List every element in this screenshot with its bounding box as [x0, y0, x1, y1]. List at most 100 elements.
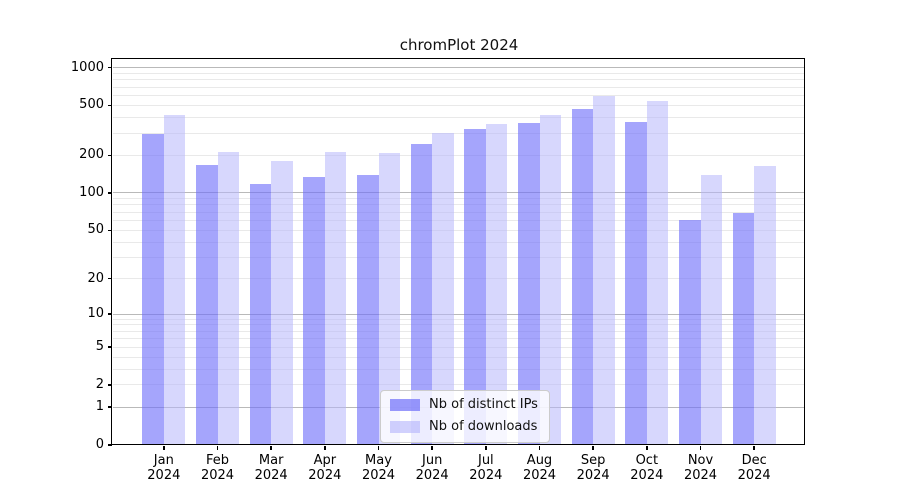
x-tick-label-aug: Aug 2024 — [522, 453, 557, 483]
y-tick-mark — [108, 192, 112, 194]
y-tick-mark — [108, 229, 112, 231]
gridline-500 — [113, 104, 805, 106]
x-tick-mark — [646, 446, 648, 450]
bar-distinct-ips-mar — [249, 184, 272, 445]
x-tick-label-may: May 2024 — [361, 453, 396, 483]
gridline-900 — [113, 72, 805, 74]
x-tick-mark — [431, 446, 433, 450]
bar-distinct-ips-feb — [196, 164, 218, 445]
bar-downloads-aug — [539, 114, 561, 445]
x-tick-mark — [216, 446, 219, 450]
legend: Nb of distinct IPs Nb of downloads — [380, 390, 550, 443]
y-tick-label-1000: 1000 — [70, 59, 104, 75]
gridline-100 — [113, 192, 805, 194]
x-tick-label-apr: Apr 2024 — [308, 453, 342, 483]
x-tick-mark — [592, 446, 594, 450]
x-tick-mark — [485, 446, 487, 450]
legend-item-distinct-ips: Nb of distinct IPs — [390, 397, 538, 413]
bar-downloads-jun — [432, 133, 454, 445]
gridline-800 — [113, 79, 805, 81]
y-tick-mark — [108, 313, 112, 315]
y-tick-label-2: 2 — [95, 376, 104, 392]
legend-swatch-downloads — [390, 421, 420, 433]
bar-downloads-dec — [754, 165, 776, 445]
gridline-600 — [113, 94, 805, 96]
gridline-50 — [113, 229, 805, 231]
gridline-5 — [113, 346, 805, 348]
bar-distinct-ips-apr — [303, 176, 325, 445]
y-tick-mark — [108, 66, 112, 69]
legend-swatch-distinct-ips — [390, 399, 420, 411]
gridline-300 — [113, 132, 805, 134]
legend-label-downloads: Nb of downloads — [429, 419, 538, 434]
gridline-8 — [113, 324, 805, 326]
bar-distinct-ips-nov — [679, 220, 701, 445]
gridline-20 — [113, 278, 805, 280]
y-tick-mark — [108, 346, 112, 348]
gridline-1000 — [113, 67, 805, 69]
gridline-10 — [113, 313, 805, 315]
x-tick-mark — [753, 446, 755, 450]
y-tick-label-20: 20 — [87, 270, 104, 286]
bar-downloads-mar — [271, 161, 293, 445]
bar-downloads-apr — [324, 152, 347, 445]
plot-area: Nb of distinct IPs Nb of downloads — [113, 60, 805, 445]
gridline-80 — [113, 204, 805, 206]
bar-downloads-jan — [163, 114, 186, 445]
bar-distinct-ips-dec — [732, 212, 755, 445]
gridline-3 — [113, 368, 805, 370]
x-tick-label-oct: Oct 2024 — [630, 453, 664, 483]
x-tick-label-sep: Sep 2024 — [576, 453, 610, 483]
bar-downloads-may — [378, 152, 400, 445]
y-tick-label-10: 10 — [87, 306, 104, 322]
gridline-40 — [113, 241, 805, 243]
gridline-2 — [113, 384, 805, 386]
y-tick-mark — [108, 384, 112, 386]
legend-label-distinct-ips: Nb of distinct IPs — [429, 397, 538, 412]
y-tick-mark — [108, 104, 112, 107]
gridline-30 — [113, 256, 805, 258]
gridline-400 — [113, 117, 805, 119]
gridline-9 — [113, 318, 805, 320]
y-tick-label-0: 0 — [95, 437, 104, 452]
y-tick-mark — [108, 154, 112, 156]
gridline-200 — [113, 154, 805, 156]
x-tick-mark — [163, 446, 165, 450]
gridline-6 — [113, 338, 805, 340]
bar-downloads-nov — [700, 175, 722, 445]
x-tick-label-mar: Mar 2024 — [254, 453, 288, 483]
y-tick-label-100: 100 — [79, 184, 104, 200]
gridline-7 — [113, 330, 805, 332]
y-tick-mark — [108, 278, 112, 280]
x-tick-label-jul: Jul 2024 — [469, 453, 503, 483]
bar-distinct-ips-oct — [625, 121, 647, 445]
bar-downloads-jul — [485, 124, 508, 445]
bar-downloads-oct — [646, 101, 669, 445]
gridline-70 — [113, 211, 805, 213]
x-tick-label-jun: Jun 2024 — [415, 453, 449, 483]
y-tick-label-1: 1 — [95, 399, 104, 415]
x-tick-label-feb: Feb 2024 — [200, 453, 235, 483]
gridline-700 — [113, 86, 805, 88]
bar-distinct-ips-jun — [410, 144, 433, 445]
x-tick-mark — [538, 446, 541, 450]
chart-title: chromPlot 2024 — [399, 36, 519, 54]
y-tick-mark — [108, 444, 112, 446]
legend-item-downloads: Nb of downloads — [390, 419, 538, 435]
bar-distinct-ips-aug — [518, 122, 540, 445]
y-tick-label-50: 50 — [87, 222, 104, 238]
x-tick-mark — [699, 446, 702, 450]
bar-downloads-feb — [217, 152, 239, 445]
y-tick-mark — [108, 406, 112, 408]
x-tick-mark — [270, 446, 272, 450]
bar-distinct-ips-may — [357, 174, 379, 445]
bar-downloads-sep — [593, 95, 615, 445]
bar-distinct-ips-sep — [571, 109, 594, 445]
x-tick-label-jan: Jan 2024 — [147, 453, 181, 483]
x-tick-label-nov: Nov 2024 — [683, 453, 718, 483]
y-tick-label-200: 200 — [79, 147, 104, 163]
x-tick-mark — [324, 446, 326, 450]
gridline-90 — [113, 198, 805, 200]
x-tick-mark — [377, 446, 380, 450]
